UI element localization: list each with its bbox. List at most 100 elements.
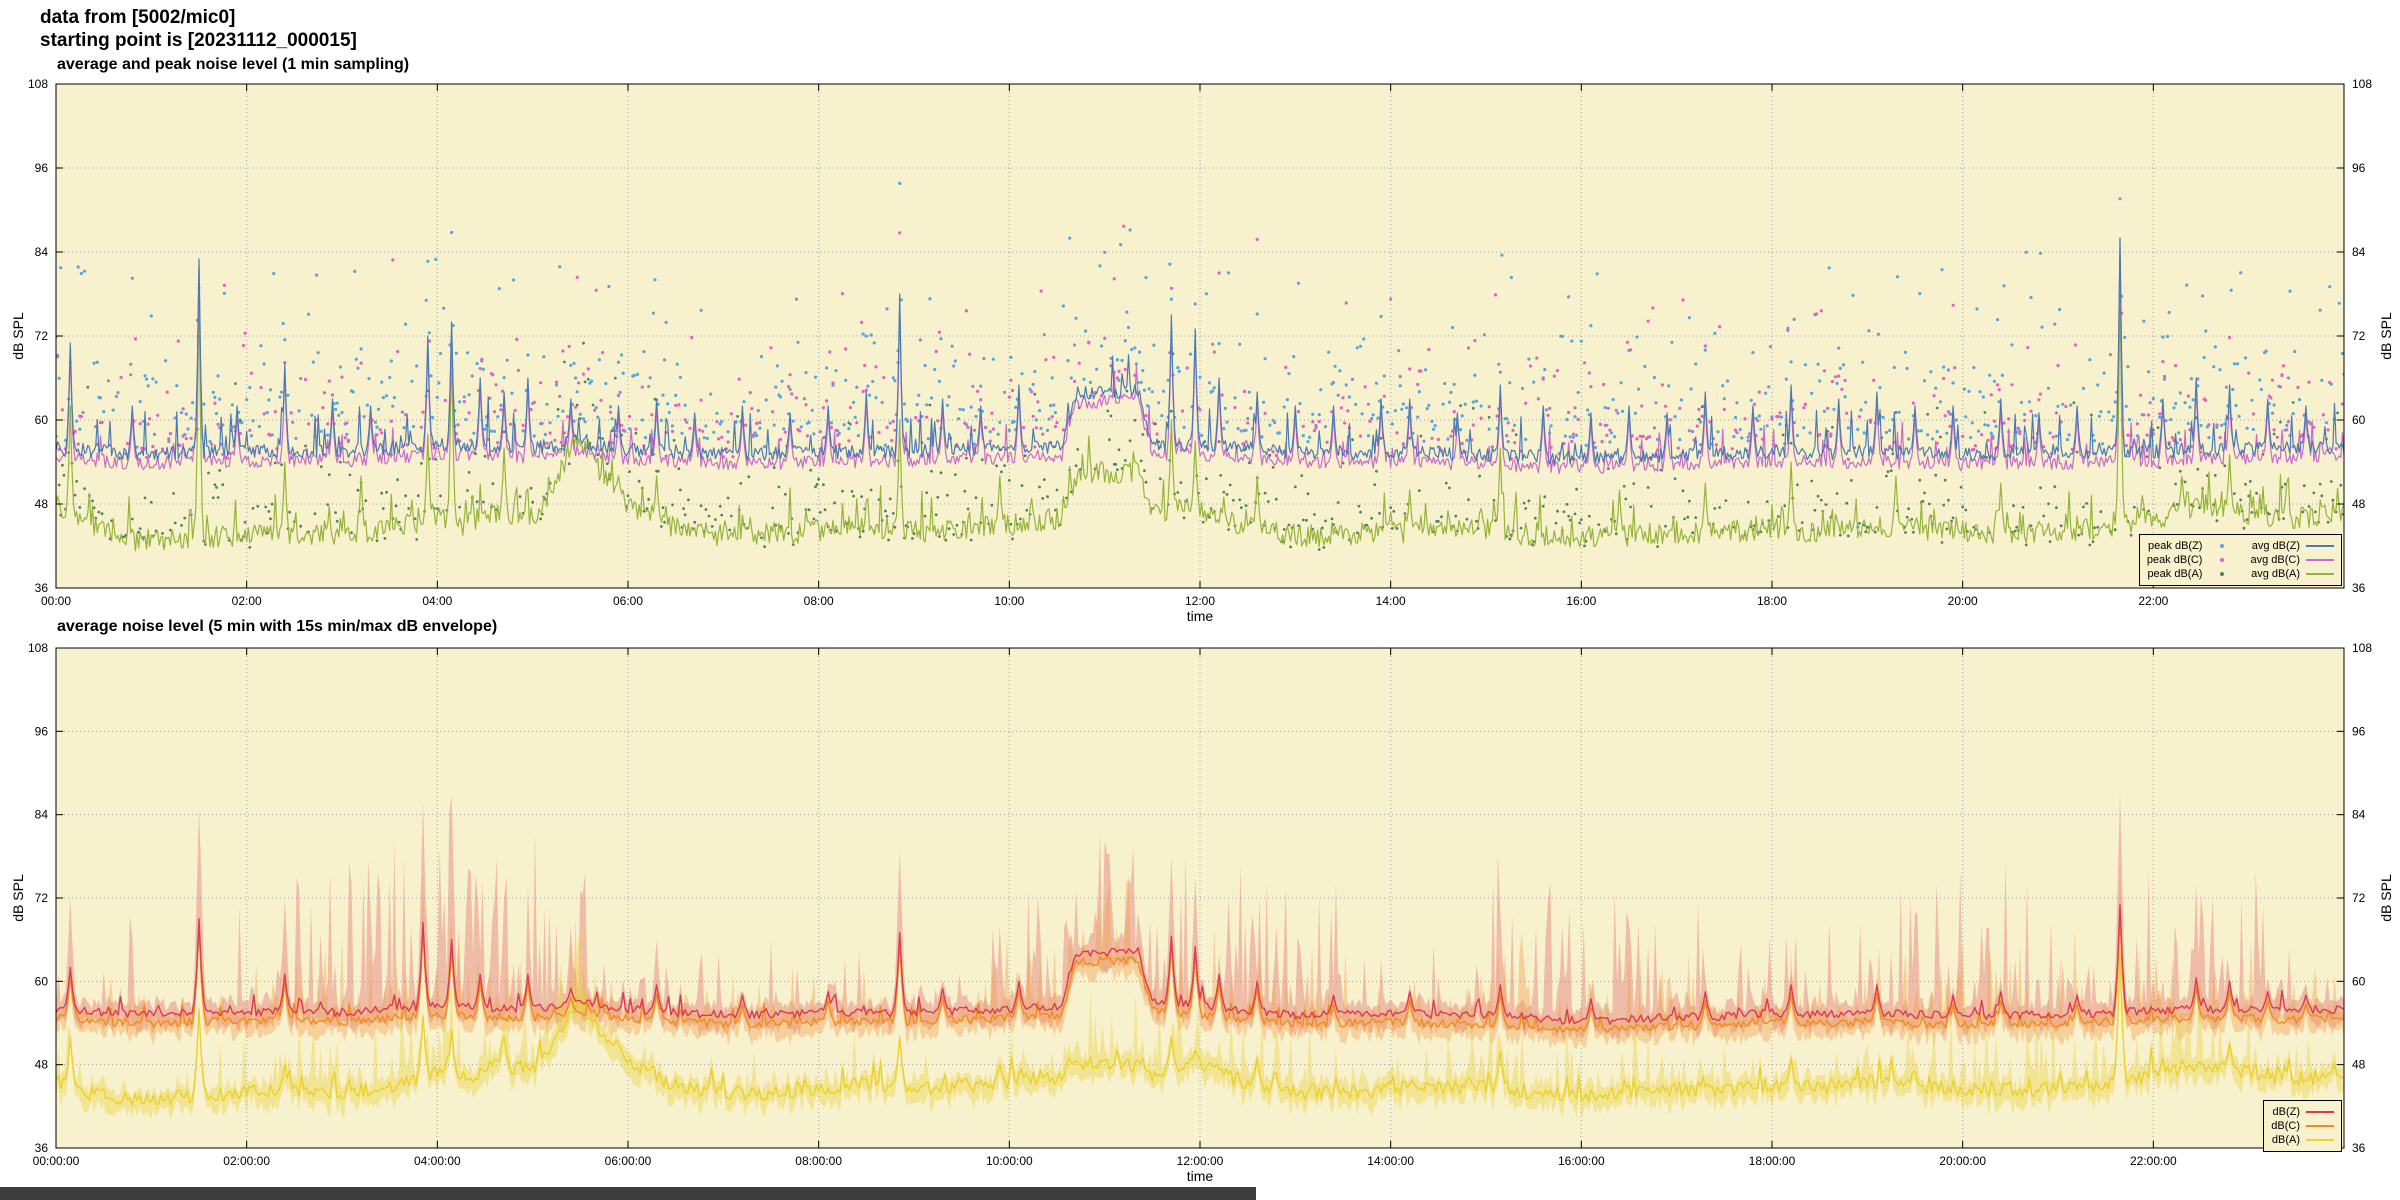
y-tick-label-right: 108 bbox=[2352, 641, 2372, 655]
y-tick-label-left: 108 bbox=[28, 641, 48, 655]
x-tick-label: 12:00:00 bbox=[1177, 1154, 1224, 1168]
legend-entry-dbc: dB(C) bbox=[2271, 1119, 2334, 1133]
x-tick-label: 04:00:00 bbox=[414, 1154, 461, 1168]
x-tick-label: 20:00 bbox=[1948, 594, 1978, 608]
scatter-marker-icon bbox=[2208, 569, 2236, 579]
y-tick-label-left: 36 bbox=[35, 581, 49, 595]
x-tick-label: 06:00 bbox=[613, 594, 643, 608]
y-tick-label-left: 60 bbox=[35, 974, 49, 988]
x-tick-label: 16:00:00 bbox=[1558, 1154, 1605, 1168]
x-tick-label: 00:00:00 bbox=[33, 1154, 80, 1168]
x-tick-label: 00:00 bbox=[41, 594, 71, 608]
series-line-a bbox=[56, 952, 2344, 1107]
y-tick-label-right: 48 bbox=[2352, 497, 2366, 511]
chart2-legend: dB(Z) dB(C) dB(A) bbox=[2263, 1100, 2342, 1152]
line-marker-icon bbox=[2306, 1135, 2334, 1145]
x-tick-label: 18:00:00 bbox=[1749, 1154, 1796, 1168]
header-line2: starting point is [20231112_000015] bbox=[40, 30, 357, 51]
y-tick-label-right: 48 bbox=[2352, 1058, 2366, 1072]
legend-entry-avg-dbz: avg dB(Z) bbox=[2250, 539, 2334, 553]
header: data from [5002/mic0] starting point is … bbox=[40, 6, 357, 52]
line-marker-icon bbox=[2306, 1107, 2334, 1117]
y-tick-label-right: 72 bbox=[2352, 329, 2366, 343]
chart2-title: average noise level (5 min with 15s min/… bbox=[57, 618, 498, 635]
y-tick-label-right: 60 bbox=[2352, 974, 2366, 988]
y-tick-label-left: 48 bbox=[35, 1058, 49, 1072]
y-tick-label-left: 48 bbox=[35, 497, 49, 511]
line-marker-icon bbox=[2306, 555, 2334, 565]
chart1-title: average and peak noise level (1 min samp… bbox=[57, 56, 410, 73]
x-tick-label: 18:00 bbox=[1757, 594, 1787, 608]
x-tick-label: 20:00:00 bbox=[1939, 1154, 1986, 1168]
legend-label: peak dB(A) bbox=[2147, 568, 2203, 580]
chart1-legend-line-column: avg dB(Z) avg dB(C) avg dB(A) bbox=[2250, 539, 2334, 581]
y-tick-label-left: 72 bbox=[35, 891, 49, 905]
legend-label: avg dB(A) bbox=[2251, 568, 2300, 580]
legend-entry-peak-dbc: peak dB(C) bbox=[2147, 553, 2237, 567]
chart1-xlabel: time bbox=[1186, 608, 1214, 624]
x-tick-label: 02:00:00 bbox=[223, 1154, 270, 1168]
y-tick-label-right: 84 bbox=[2352, 808, 2366, 822]
series-line-c bbox=[56, 913, 2344, 1034]
legend-entry-avg-dba: avg dB(A) bbox=[2250, 567, 2334, 581]
x-tick-label: 22:00 bbox=[2138, 594, 2168, 608]
y-tick-label-left: 60 bbox=[35, 413, 49, 427]
envelope-envC bbox=[56, 864, 2344, 1049]
x-tick-label: 08:00:00 bbox=[795, 1154, 842, 1168]
legend-entry-peak-dba: peak dB(A) bbox=[2147, 567, 2237, 581]
chart1-ylabel-left: dB SPL bbox=[10, 312, 26, 360]
x-tick-label: 14:00 bbox=[1376, 594, 1406, 608]
legend-label: peak dB(C) bbox=[2146, 554, 2203, 566]
line-marker-icon bbox=[2306, 541, 2334, 551]
y-tick-label-right: 36 bbox=[2352, 581, 2366, 595]
chart1-legend-scatter-column: peak dB(Z) peak dB(C) peak dB(A) bbox=[2147, 539, 2237, 581]
series-layer bbox=[56, 793, 2344, 1120]
scatter-marker-icon bbox=[2208, 541, 2236, 551]
x-tick-label: 04:00 bbox=[422, 594, 452, 608]
legend-label: dB(Z) bbox=[2272, 1106, 2301, 1118]
series-layer bbox=[56, 181, 2344, 552]
chart2-ylabel-left: dB SPL bbox=[10, 874, 26, 922]
line-marker-icon bbox=[2306, 1121, 2334, 1131]
chart1-ylabel-right: dB SPL bbox=[2378, 312, 2394, 360]
legend-label: avg dB(C) bbox=[2250, 554, 2300, 566]
legend-label: dB(A) bbox=[2271, 1134, 2300, 1146]
y-tick-label-right: 60 bbox=[2352, 413, 2366, 427]
y-tick-label-right: 84 bbox=[2352, 245, 2366, 259]
y-tick-label-right: 96 bbox=[2352, 724, 2366, 738]
header-line1: data from [5002/mic0] bbox=[40, 7, 236, 28]
series-line-avgZ bbox=[56, 237, 2344, 465]
legend-entry-dbz: dB(Z) bbox=[2271, 1105, 2334, 1119]
grid bbox=[56, 648, 2344, 1148]
series-line-avgA bbox=[56, 286, 2344, 552]
x-tick-label: 10:00 bbox=[994, 594, 1024, 608]
chart1-legend: peak dB(Z) peak dB(C) peak dB(A) avg dB(… bbox=[2138, 534, 2342, 586]
legend-entry-avg-dbc: avg dB(C) bbox=[2250, 553, 2334, 567]
y-tick-label-left: 84 bbox=[35, 245, 49, 259]
legend-entry-peak-dbz: peak dB(Z) bbox=[2147, 539, 2237, 553]
envelope-envA bbox=[56, 924, 2344, 1120]
chart2-xlabel: time bbox=[1186, 1168, 1214, 1184]
scatter-marker-icon bbox=[2208, 555, 2236, 565]
line-marker-icon bbox=[2306, 569, 2334, 579]
grid bbox=[56, 84, 2344, 588]
legend-entry-dba: dB(A) bbox=[2271, 1133, 2334, 1147]
legend-label: avg dB(Z) bbox=[2251, 540, 2300, 552]
x-tick-label: 12:00 bbox=[1185, 594, 1215, 608]
y-tick-label-right: 72 bbox=[2352, 891, 2366, 905]
chart2-ylabel-right: dB SPL bbox=[2378, 874, 2394, 922]
y-tick-label-left: 96 bbox=[35, 724, 49, 738]
x-tick-label: 22:00:00 bbox=[2130, 1154, 2177, 1168]
y-tick-label-left: 96 bbox=[35, 161, 49, 175]
series-line-z bbox=[56, 904, 2344, 1026]
chart2-legend-column: dB(Z) dB(C) dB(A) bbox=[2271, 1105, 2334, 1147]
y-tick-label-right: 108 bbox=[2352, 77, 2372, 91]
y-tick-label-left: 84 bbox=[35, 808, 49, 822]
y-tick-label-left: 108 bbox=[28, 77, 48, 91]
y-tick-label-right: 36 bbox=[2352, 1141, 2366, 1155]
bottom-window-fragment bbox=[0, 1187, 1256, 1200]
x-tick-label: 02:00 bbox=[232, 594, 262, 608]
x-tick-label: 06:00:00 bbox=[605, 1154, 652, 1168]
